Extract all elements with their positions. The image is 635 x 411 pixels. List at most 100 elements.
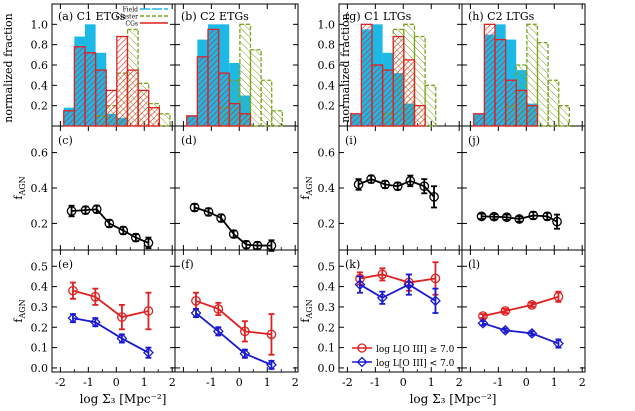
x-tick-label: 2 — [579, 376, 586, 389]
fagn-subscript: AGN — [18, 176, 27, 196]
hist-bar-cgs — [186, 115, 199, 127]
fagn-ylabel: fAGN — [299, 176, 314, 199]
hist-ytick-label: 0.2 — [31, 100, 49, 113]
bot-ytick-label: 0.1 — [318, 342, 336, 355]
data-point — [501, 212, 512, 223]
hist-bar-cgs — [494, 38, 507, 127]
hist-bar-cgs — [526, 105, 539, 127]
panel-frame — [461, 249, 586, 373]
hist-ytick-label: 1.0 — [31, 18, 49, 31]
hist-bar-cgs — [515, 89, 528, 127]
data-point — [189, 202, 200, 213]
hist-bar-cgs — [94, 69, 107, 127]
x-tick-label: -1 — [83, 376, 94, 389]
hist-bar-cluster — [260, 79, 273, 127]
data-point — [191, 295, 201, 306]
data-point — [252, 240, 263, 251]
fagn-subscript: AGN — [305, 176, 314, 196]
data-point — [353, 179, 364, 190]
panel-label: (a) C1 ETGs — [58, 10, 126, 23]
x-tick-label: -1 — [493, 376, 504, 389]
fagn-ylabel: fAGN — [12, 299, 27, 322]
hist-bar-cgs — [228, 102, 241, 127]
hist-bar-cluster — [558, 105, 570, 127]
bot-ytick-label: 0.2 — [31, 321, 49, 334]
bot-ytick-label: 0.3 — [318, 301, 336, 314]
x-tick-label: -2 — [55, 376, 66, 389]
x-tick-label: 1 — [264, 376, 271, 389]
hist-bar-cgs — [413, 105, 426, 127]
data-point — [419, 181, 430, 192]
data-point — [528, 210, 539, 221]
hist-bar-cgs — [207, 28, 220, 127]
data-point — [553, 291, 564, 302]
hist-bar-cgs — [63, 110, 76, 127]
hist-bar-cluster — [424, 84, 437, 127]
fagn-ylabel: fAGN — [299, 299, 314, 322]
data-point — [266, 240, 277, 251]
hist-bar-cgs — [217, 72, 230, 127]
data-point — [553, 338, 564, 349]
data-point — [430, 273, 441, 284]
panel-frame — [174, 249, 299, 373]
data-point — [213, 304, 224, 314]
hist-bar-cgs — [148, 107, 160, 127]
data-point — [403, 279, 415, 290]
fagn-ylabel: fAGN — [12, 176, 27, 199]
x-tick-label: 2 — [456, 376, 463, 389]
hist-bar-cgs — [137, 89, 150, 127]
right-ylabel-hist: normalized fraction — [339, 13, 352, 123]
x-tick-label: 0 — [523, 376, 530, 389]
hist-bar-cgs — [350, 113, 363, 127]
data-point — [514, 214, 525, 224]
series-line — [359, 283, 436, 302]
data-point — [118, 225, 129, 236]
hist-ytick-label: 1.0 — [318, 18, 336, 31]
data-point — [228, 229, 239, 239]
hist-bar-cgs — [196, 56, 209, 127]
panel-frame — [461, 125, 586, 251]
panel-label: (k) — [345, 258, 360, 271]
data-point — [116, 333, 128, 344]
data-point — [476, 211, 487, 222]
mid-ytick-label: 0.2 — [318, 217, 336, 230]
x-tick-label: 2 — [169, 376, 176, 389]
legend-label-cluster: Cluster — [116, 14, 138, 21]
panel-label: (i) — [345, 134, 357, 147]
mid-ytick-label: 0.6 — [318, 147, 336, 160]
series-line — [482, 295, 559, 317]
x-tick-label: 1 — [551, 376, 558, 389]
data-point — [240, 326, 250, 337]
hist-bar-cluster — [239, 23, 252, 127]
panel-label: (e) — [58, 258, 73, 271]
hist-ytick-label: 0.8 — [318, 39, 336, 52]
legend-marker-high — [357, 343, 367, 353]
hist-bar-cluster — [547, 79, 560, 127]
data-point — [212, 325, 224, 337]
data-point — [392, 181, 403, 192]
x-tick-label: -1 — [370, 376, 381, 389]
x-tick-label: 1 — [141, 376, 148, 389]
series-line — [195, 312, 272, 366]
data-point — [429, 192, 439, 202]
panel-label: (d) — [181, 134, 197, 147]
data-point — [104, 218, 115, 229]
series-line — [72, 317, 149, 354]
hist-bar-cgs — [126, 69, 139, 127]
hist-ytick-label: 0.2 — [318, 100, 336, 113]
hist-bar-cgs — [504, 79, 517, 127]
hist-bar-cgs — [473, 113, 486, 127]
bot-ytick-label: 0.5 — [31, 260, 49, 273]
data-point — [90, 291, 101, 302]
data-point — [489, 211, 499, 222]
data-point — [526, 327, 538, 339]
legend-marker-low — [356, 356, 368, 368]
data-point — [366, 174, 376, 184]
x-tick-label: -1 — [206, 376, 217, 389]
data-point — [143, 347, 154, 359]
hist-bar-cgs — [403, 59, 416, 127]
data-point — [68, 285, 78, 296]
data-point — [203, 207, 214, 217]
data-point — [216, 213, 226, 223]
